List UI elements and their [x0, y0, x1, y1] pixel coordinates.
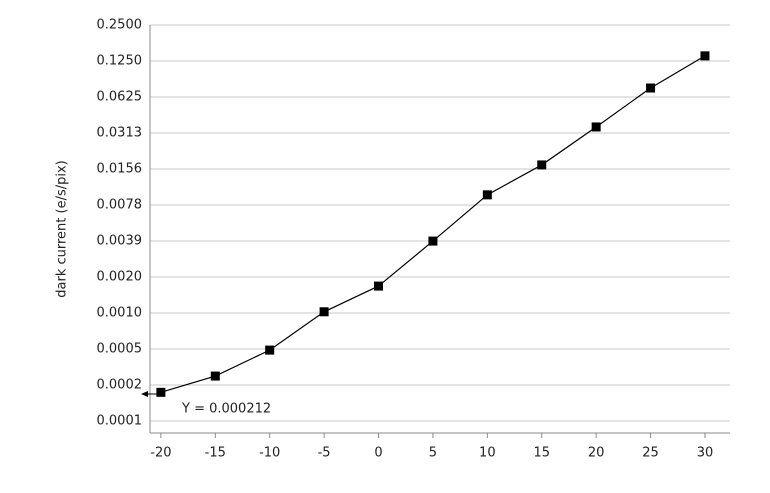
data-point	[210, 371, 220, 381]
x-tick-label: -10	[259, 446, 280, 461]
annotation-arrowhead	[141, 391, 148, 397]
data-point	[591, 122, 601, 132]
x-tick-label: -5	[318, 446, 331, 461]
y-tick-label: 0.2500	[97, 18, 143, 33]
data-point	[374, 281, 384, 291]
data-point	[319, 307, 329, 317]
data-point	[700, 51, 710, 61]
y-tick-label: 0.0001	[97, 414, 143, 429]
x-tick-label: -20	[150, 446, 171, 461]
data-point	[482, 190, 492, 200]
y-tick-label: 0.0156	[97, 162, 143, 177]
y-tick-label: 0.0078	[97, 198, 143, 213]
y-tick-label: 0.0020	[97, 270, 143, 285]
annotation: Y = 0.000212	[181, 402, 271, 417]
y-tick-label: 0.0039	[97, 234, 143, 249]
data-point	[537, 160, 547, 170]
series-line	[160, 55, 706, 393]
y-tick-label: 0.0313	[97, 126, 143, 141]
x-tick-label: -15	[205, 446, 226, 461]
data-point	[646, 83, 656, 93]
y-tick-label: 0.0005	[97, 342, 143, 357]
y-tick-label: 0.0002	[97, 378, 143, 393]
x-tick-label: 5	[429, 446, 437, 461]
data-point	[265, 345, 275, 355]
x-tick-label: 25	[642, 446, 659, 461]
x-tick-label: 30	[697, 446, 714, 461]
y-tick-label: 0.0625	[97, 90, 143, 105]
y-axis-title: dark current (e/s/pix)	[55, 160, 70, 297]
data-point	[428, 236, 438, 246]
x-tick-label: 15	[533, 446, 550, 461]
x-tick-label: 0	[374, 446, 382, 461]
x-tick-label: 20	[588, 446, 605, 461]
y-tick-label: 0.1250	[97, 54, 143, 69]
x-tick-label: 10	[479, 446, 496, 461]
data-point	[156, 387, 166, 397]
y-tick-label: 0.0010	[97, 306, 143, 321]
